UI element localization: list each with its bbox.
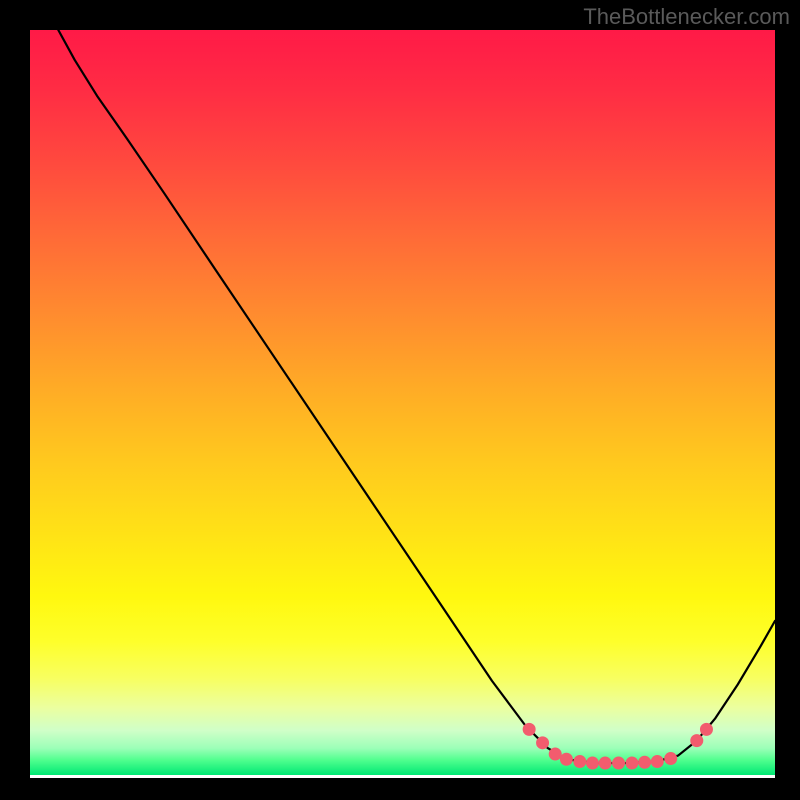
marker-dot — [586, 757, 599, 770]
chart-overlay — [30, 30, 775, 778]
curve-line — [58, 30, 775, 763]
marker-dot — [523, 723, 536, 736]
marker-dot — [664, 752, 677, 765]
marker-dot — [549, 748, 562, 761]
watermark-text: TheBottlenecker.com — [583, 4, 790, 30]
marker-dot — [612, 757, 625, 770]
marker-dot — [536, 736, 549, 749]
marker-dot — [599, 757, 612, 770]
chart-plot-area — [30, 30, 775, 778]
marker-group — [523, 723, 713, 770]
marker-dot — [560, 753, 573, 766]
marker-dot — [573, 755, 586, 768]
marker-dot — [651, 755, 664, 768]
marker-dot — [690, 734, 703, 747]
marker-dot — [700, 723, 713, 736]
marker-dot — [638, 756, 651, 769]
marker-dot — [625, 757, 638, 770]
